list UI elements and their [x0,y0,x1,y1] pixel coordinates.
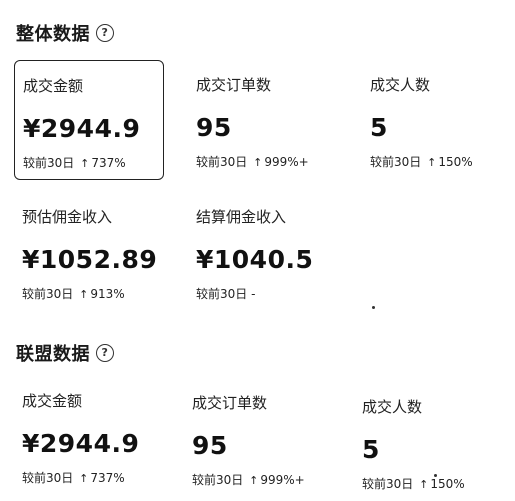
metric-compare: 较前30日 - [196,285,338,302]
metric-card-gmv[interactable]: 成交金额 ¥2944.9 较前30日 ↑ 737% [14,60,164,180]
metric-value: ¥1040.5 [196,245,314,274]
compare-value: 150% [430,477,465,491]
metric-compare: 较前30日 ↑ 150% [362,475,504,492]
metric-compare: 较前30日 ↑ 737% [23,154,163,171]
metric-value: 95 [192,431,228,460]
metric-label: 成交金额 [23,77,84,95]
metric-label: 成交订单数 [196,76,272,94]
compare-prefix: 较前30日 [22,471,74,485]
alliance-section-title: 联盟数据 ? [16,340,114,366]
arrow-up-icon: ↑ [249,474,259,487]
metric-card-buyers[interactable]: 成交人数 5 较前30日 ↑ 150% [362,60,512,180]
metric-value: 5 [370,113,388,142]
help-icon[interactable]: ? [96,24,114,42]
compare-value: 737% [91,156,126,170]
compare-prefix: 较前30日 [362,477,414,491]
metric-value: ¥2944.9 [23,114,141,143]
compare-value: 999%+ [260,473,305,487]
metric-compare: 较前30日 ↑ 150% [370,153,512,170]
metric-label: 成交金额 [22,392,83,410]
compare-prefix: 较前30日 [196,287,248,301]
compare-prefix: 较前30日 [196,155,248,169]
metric-value: 95 [196,113,232,142]
scan-speck [372,306,375,309]
metric-value: 5 [362,435,380,464]
metric-label: 结算佣金收入 [196,208,287,226]
overall-title-text: 整体数据 [16,24,90,45]
metric-compare: 较前30日 ↑ 737% [22,469,164,486]
compare-value: 913% [90,287,125,301]
compare-value: 999%+ [264,155,309,169]
metric-card-settled-commission[interactable]: 结算佣金收入 ¥1040.5 较前30日 - [188,192,338,312]
help-icon[interactable]: ? [96,344,114,362]
arrow-up-icon: ↑ [79,472,89,485]
alliance-title-text: 联盟数据 [16,344,90,365]
metric-compare: 较前30日 ↑ 999%+ [192,471,334,488]
metric-compare: 较前30日 ↑ 999%+ [196,153,338,170]
compare-prefix: 较前30日 [192,473,244,487]
arrow-up-icon: ↑ [80,157,90,170]
compare-prefix: 较前30日 [23,156,75,170]
arrow-up-icon: ↑ [79,288,89,301]
overall-section-title: 整体数据 ? [16,20,114,46]
scan-speck [434,474,437,477]
compare-prefix: 较前30日 [22,287,74,301]
compare-prefix: 较前30日 [370,155,422,169]
metric-label: 成交人数 [362,398,423,416]
alliance-card-gmv[interactable]: 成交金额 ¥2944.9 较前30日 ↑ 737% [14,376,164,496]
arrow-up-icon: ↑ [419,478,429,491]
metric-value: ¥2944.9 [22,429,140,458]
metric-compare: 较前30日 ↑ 913% [22,285,164,302]
metric-value: ¥1052.89 [22,245,158,274]
alliance-card-orders[interactable]: 成交订单数 95 较前30日 ↑ 999%+ [184,378,334,498]
metric-card-estimated-commission[interactable]: 预估佣金收入 ¥1052.89 较前30日 ↑ 913% [14,192,164,312]
metric-label: 成交人数 [370,76,431,94]
compare-value: - [251,287,256,301]
metric-label: 预估佣金收入 [22,208,113,226]
metric-label: 成交订单数 [192,394,268,412]
compare-value: 737% [90,471,125,485]
arrow-up-icon: ↑ [253,156,263,169]
alliance-card-buyers[interactable]: 成交人数 5 较前30日 ↑ 150% [354,382,504,501]
metric-card-orders[interactable]: 成交订单数 95 较前30日 ↑ 999%+ [188,60,338,180]
arrow-up-icon: ↑ [427,156,437,169]
compare-value: 150% [438,155,473,169]
